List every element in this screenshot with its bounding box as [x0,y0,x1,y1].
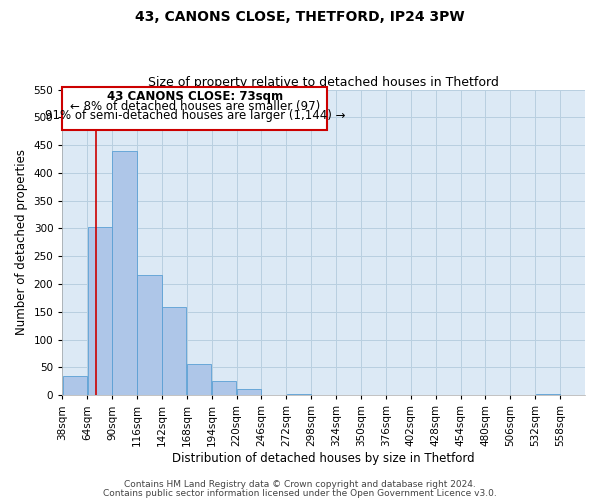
Bar [63,376,87,396]
Bar [162,308,187,396]
Bar [287,394,311,396]
Bar [237,388,261,396]
Text: 91% of semi-detached houses are larger (1,144) →: 91% of semi-detached houses are larger (… [44,109,345,122]
Text: Contains HM Land Registry data © Crown copyright and database right 2024.: Contains HM Land Registry data © Crown c… [124,480,476,489]
Text: 43, CANONS CLOSE, THETFORD, IP24 3PW: 43, CANONS CLOSE, THETFORD, IP24 3PW [135,10,465,24]
Y-axis label: Number of detached properties: Number of detached properties [15,150,28,336]
Bar [212,382,236,396]
Bar [137,275,161,396]
Text: 43 CANONS CLOSE: 73sqm: 43 CANONS CLOSE: 73sqm [107,90,283,102]
Bar [112,150,137,396]
Text: Contains public sector information licensed under the Open Government Licence v3: Contains public sector information licen… [103,488,497,498]
Bar [187,364,211,396]
Bar [62,86,328,130]
X-axis label: Distribution of detached houses by size in Thetford: Distribution of detached houses by size … [172,452,475,465]
Text: ← 8% of detached houses are smaller (97): ← 8% of detached houses are smaller (97) [70,100,320,112]
Bar [88,227,112,396]
Bar [536,394,560,396]
Title: Size of property relative to detached houses in Thetford: Size of property relative to detached ho… [148,76,499,90]
